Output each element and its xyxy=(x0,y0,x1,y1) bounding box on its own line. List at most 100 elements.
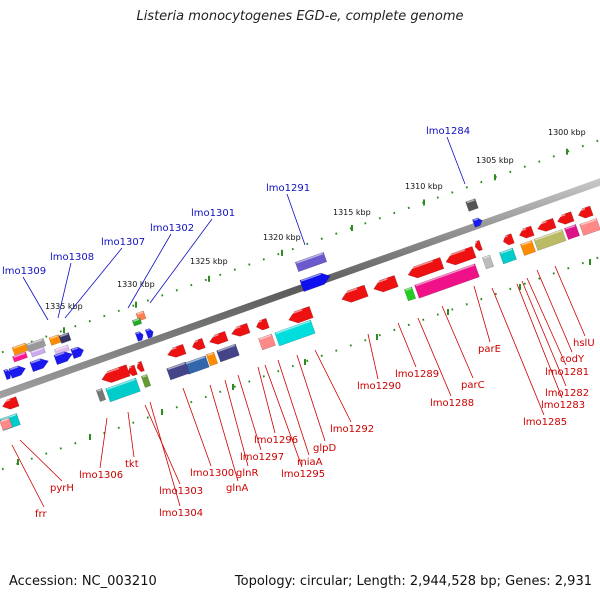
forward-gene-label: lmo1302 xyxy=(127,223,194,309)
reverse-gene xyxy=(287,306,314,324)
gene-highlight xyxy=(97,388,102,392)
ruler-dot xyxy=(465,303,468,306)
ruler-dot xyxy=(581,261,584,265)
leader-line xyxy=(182,387,212,467)
reverse-gene-label-text: glnA xyxy=(226,483,248,494)
reverse-gene-label-text: lmo1292 xyxy=(330,424,374,435)
gene-highlight xyxy=(0,418,9,423)
reverse-gene-label: lmo1281 xyxy=(526,277,589,378)
forward-ruler xyxy=(1,139,599,354)
leader-line xyxy=(257,366,276,434)
reverse-gene xyxy=(372,275,399,293)
ruler-dot xyxy=(277,369,280,373)
ruler-dot xyxy=(146,416,149,419)
leader-line xyxy=(209,384,239,482)
gene-highlight xyxy=(502,235,508,239)
gene-body xyxy=(105,377,141,403)
gene-highlight xyxy=(255,320,263,324)
reverse-gene xyxy=(1,396,20,410)
ruler-dot xyxy=(248,263,251,266)
forward-gene xyxy=(299,272,331,292)
leader-line xyxy=(22,276,49,321)
ruler-dot xyxy=(320,354,323,357)
gene-highlight xyxy=(30,358,41,364)
gene-highlight xyxy=(300,273,322,282)
gene-highlight xyxy=(473,218,479,222)
reverse-gene-label: lmo1306 xyxy=(79,417,123,481)
reverse-gene-label: tkt xyxy=(125,411,139,470)
leader-line xyxy=(64,247,123,319)
ruler-dot xyxy=(190,283,193,287)
ruler-dot xyxy=(1,467,4,471)
forward-gene-label-text: lmo1302 xyxy=(150,223,194,234)
forward-gene-label-text: lmo1284 xyxy=(426,126,470,137)
ruler-dot xyxy=(349,344,352,347)
reverse-gene-label: lmo1283 xyxy=(516,283,585,411)
reverse-gene-label: lmo1292 xyxy=(314,349,374,435)
ruler-dot xyxy=(378,333,381,337)
ruler-dot xyxy=(523,282,526,285)
ruler-dot xyxy=(190,400,193,404)
reverse-gene xyxy=(105,377,141,403)
gene-body xyxy=(95,388,107,402)
gene-highlight xyxy=(71,347,79,351)
leader-line xyxy=(224,379,249,467)
gene-body xyxy=(192,337,206,351)
reverse-gene xyxy=(208,330,229,345)
leader-line xyxy=(277,359,310,456)
reverse-gene-label: lmo1288 xyxy=(417,317,474,409)
ruler-dot xyxy=(103,314,106,318)
gene-highlight xyxy=(1,398,11,404)
gene-highlight xyxy=(415,264,475,287)
gene-highlight xyxy=(230,325,241,331)
gene-body xyxy=(134,331,144,342)
ruler-label: 1310 kbp xyxy=(405,182,443,206)
gene-highlight xyxy=(259,334,272,341)
gene-highlight xyxy=(4,369,8,372)
forward-gene xyxy=(30,346,46,358)
reverse-gene-label-text: parC xyxy=(461,380,485,391)
ruler-dot xyxy=(480,180,483,184)
ruler-dot xyxy=(509,170,512,174)
ruler-dot xyxy=(451,191,454,194)
ruler-dot xyxy=(30,340,33,343)
leader-line xyxy=(286,193,306,246)
gene-highlight xyxy=(217,344,236,353)
ruler-dot xyxy=(132,421,135,424)
forward-gene xyxy=(11,342,29,356)
reverse-gene-label: lmo1285 xyxy=(491,287,567,428)
reverse-gene-label-text: lmo1295 xyxy=(281,469,325,480)
ruler-dot xyxy=(538,160,541,163)
reverse-gene-label-text: lmo1297 xyxy=(240,452,284,463)
ruler-label: 1315 kbp xyxy=(333,208,371,232)
reverse-gene-label-text: miaA xyxy=(297,457,323,468)
gene-highlight xyxy=(49,335,59,340)
ruler-dot xyxy=(59,447,62,450)
gene-body xyxy=(2,396,20,410)
ruler-dot xyxy=(45,452,48,455)
leader-line xyxy=(516,283,563,399)
gene-highlight xyxy=(31,347,44,353)
ruler-dot xyxy=(175,406,178,409)
ruler-dot xyxy=(262,375,265,378)
reverse-gene xyxy=(444,246,477,266)
leader-line xyxy=(19,439,63,482)
gene-highlight xyxy=(0,413,17,421)
reverse-gene xyxy=(536,217,557,232)
forward-gene-label-text: lmo1307 xyxy=(101,237,145,248)
reverse-gene-label-text: lmo1300 xyxy=(190,468,234,479)
gene-body xyxy=(445,246,477,266)
gene-highlight xyxy=(185,356,206,365)
gene-highlight xyxy=(27,338,43,346)
reverse-gene xyxy=(403,286,417,302)
ruler-dot xyxy=(277,252,280,256)
reverse-gene-label: lmo1295 xyxy=(264,364,325,480)
leader-line xyxy=(99,417,108,469)
forward-gene xyxy=(294,251,328,273)
leader-line xyxy=(473,285,491,343)
ruler-dot xyxy=(175,289,178,292)
ruler-dot xyxy=(45,335,48,338)
leader-line xyxy=(491,287,545,416)
forward-gene xyxy=(58,332,72,344)
